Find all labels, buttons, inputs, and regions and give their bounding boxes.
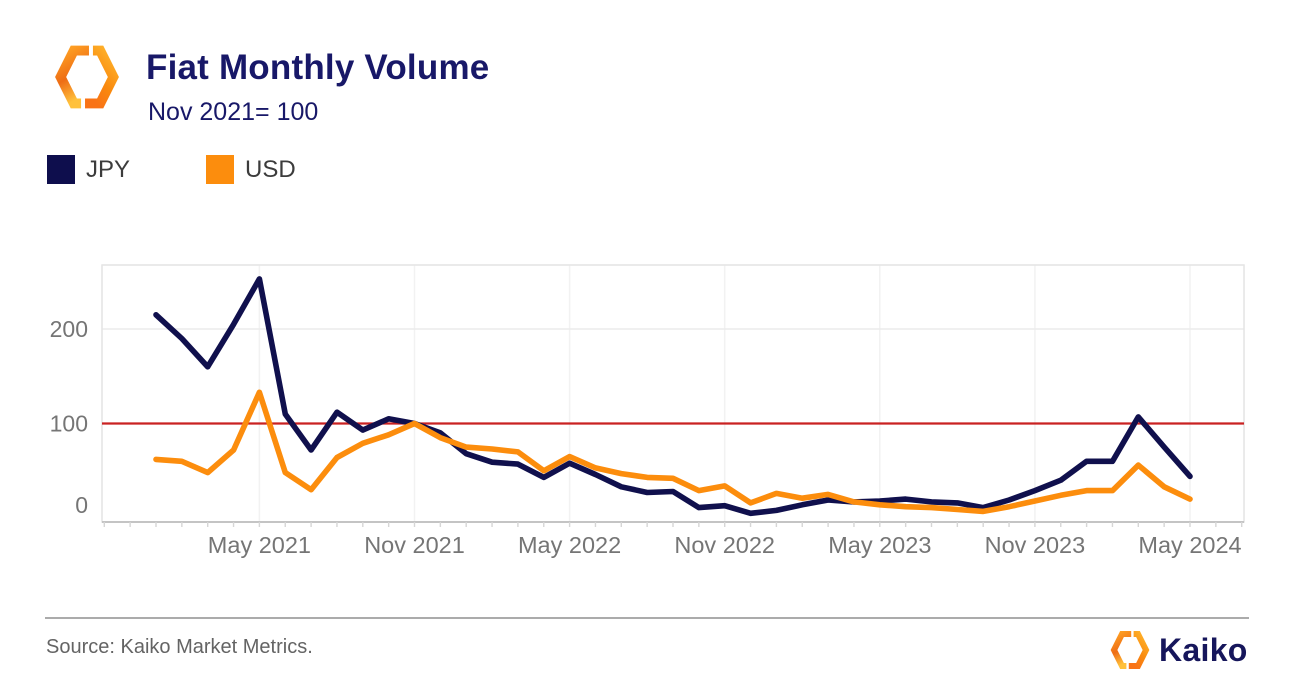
x-axis-label: Nov 2022 [674,532,775,558]
legend-swatch-jpy [47,155,75,184]
kaiko-logo-icon [55,45,119,109]
legend-label-jpy: JPY [86,155,131,183]
kaiko-footer-label: Kaiko [1159,631,1248,668]
jpy-line [153,276,1193,517]
kaiko-footer-icon [1110,631,1150,669]
chart-svg: 0 100 200 May 2021 Nov 2021 May 2022 Nov 2022 M… [50,264,1245,558]
y-axis-label: 200 [50,316,88,342]
legend-swatch-usd [206,155,235,184]
x-axis-label: May 2024 [1138,532,1241,558]
legend: JPY USD [47,155,372,184]
y-axis-label: 100 [50,411,88,437]
page-title: Fiat Monthly Volume [146,48,490,87]
x-axis-label: May 2023 [828,532,931,558]
x-axis-label: May 2021 [208,532,311,558]
legend-item-usd: USD [206,155,296,184]
source-text: Source: Kaiko Market Metrics. [46,636,313,658]
x-axis-label: Nov 2021 [364,532,465,558]
y-axis-label: 0 [75,492,88,518]
page-subtitle: Nov 2021= 100 [148,98,319,126]
legend-label-usd: USD [245,155,296,183]
footer-divider [45,617,1249,619]
plot-border [101,264,1245,523]
x-axis-label: May 2022 [518,532,621,558]
kaiko-wordmark: Kaiko [1110,630,1248,670]
line-chart: 0 100 200 May 2021 Nov 2021 May 2022 Nov 2022 M… [0,250,1294,590]
x-axis-label: Nov 2023 [985,532,1086,558]
usd-line [153,389,1193,515]
legend-item-jpy: JPY [47,155,130,184]
